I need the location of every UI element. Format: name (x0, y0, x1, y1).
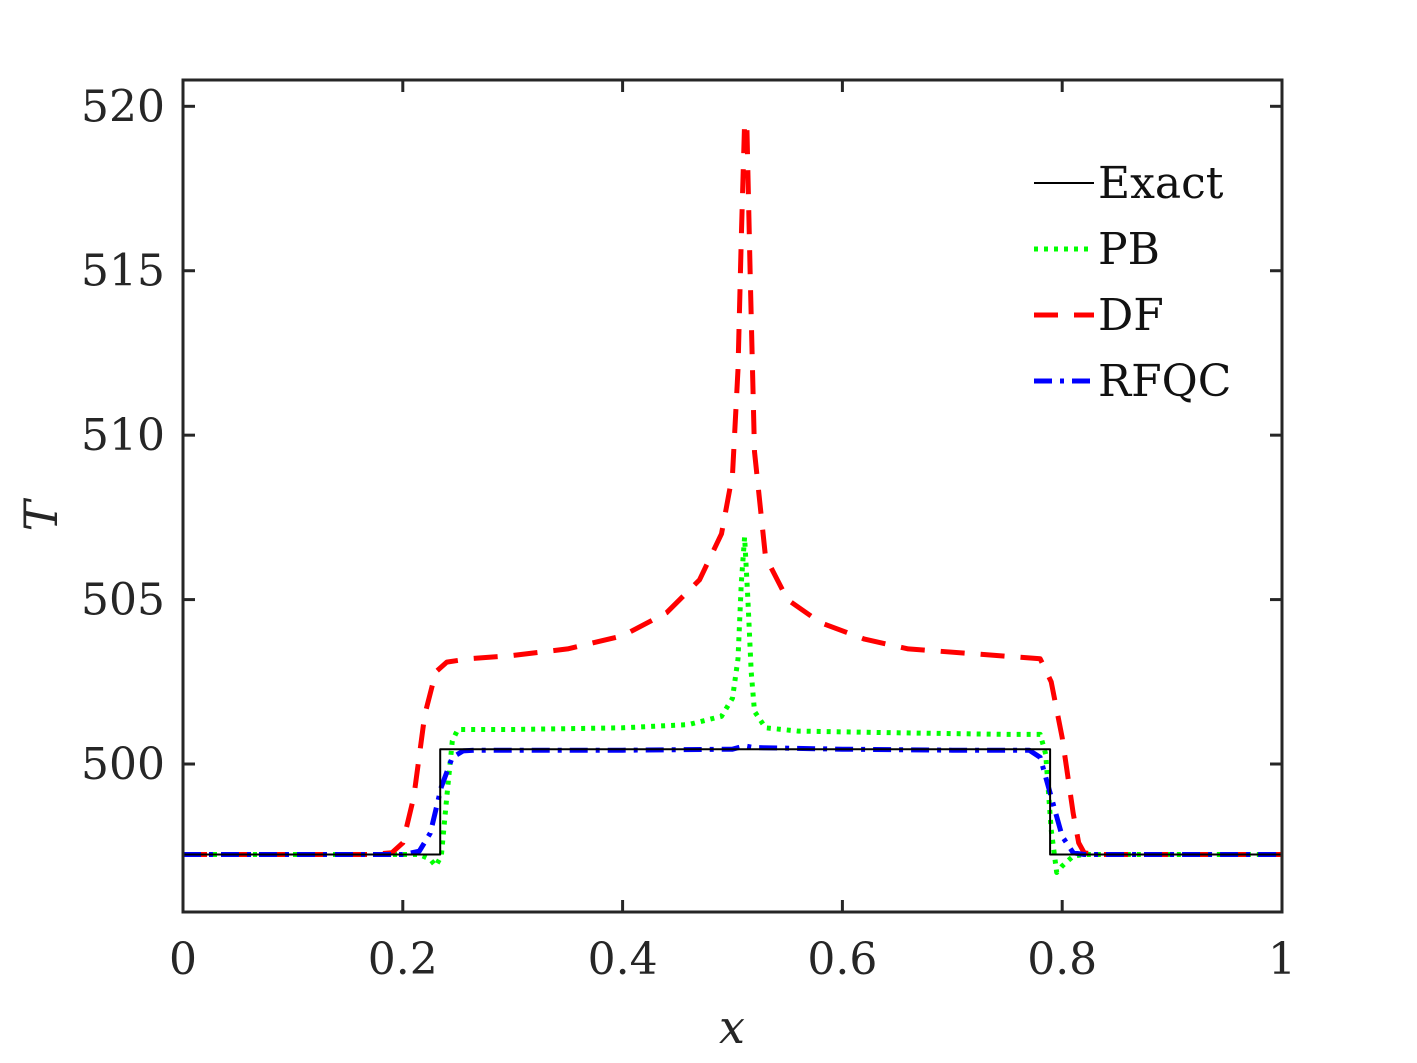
legend-item-exact: Exact (1034, 158, 1224, 209)
y-tick-label: 520 (81, 81, 165, 132)
plot-frame (181, 78, 1284, 914)
legend-label: Exact (1098, 158, 1224, 209)
legend: Exact PB DF RFQC (1034, 158, 1231, 407)
series-line-df (183, 120, 1282, 857)
x-tick-label: 0.6 (807, 934, 877, 985)
series-line-exact (183, 748, 1282, 856)
y-tick-label: 505 (81, 575, 165, 626)
x-tick-label: 0.8 (1027, 934, 1097, 985)
y-tick-label: 510 (81, 410, 165, 461)
x-tick-label: 0 (169, 934, 197, 985)
series-line-rfqc (183, 743, 1282, 857)
legend-label: DF (1098, 290, 1164, 341)
x-tick-label: 0.4 (588, 934, 658, 985)
series-layer (183, 120, 1282, 875)
legend-item-rfqc: RFQC (1034, 356, 1231, 407)
legend-label: RFQC (1098, 356, 1231, 407)
x-axis-title: x (719, 1000, 745, 1054)
y-axis-title: T (14, 497, 68, 531)
x-tick-label: 0.2 (368, 934, 438, 985)
x-tick-label: 1 (1268, 934, 1296, 985)
y-tick-label: 500 (81, 739, 165, 790)
tick-layer: 0 0.2 0.4 0.6 0.8 1 500 505 510 515 520 (81, 80, 1296, 985)
y-tick-label: 515 (81, 246, 165, 297)
legend-item-df: DF (1034, 290, 1164, 341)
legend-item-pb: PB (1034, 224, 1160, 275)
legend-label: PB (1098, 224, 1160, 275)
